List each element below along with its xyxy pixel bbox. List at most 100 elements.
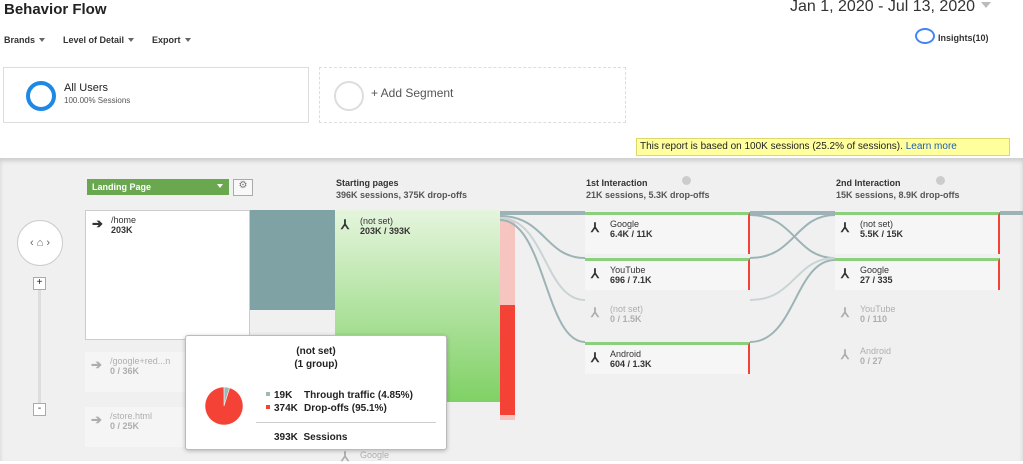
pie [204, 386, 244, 426]
menu[interactable]: Export [152, 35, 191, 45]
tooltip-title: (not set) [296, 346, 336, 357]
column-summary: 15K sessions, 8.9K drop-offs [836, 190, 960, 200]
row-label: Through traffic (4.85%) [304, 390, 413, 401]
row-amount: 19K [274, 390, 293, 401]
notice-text: This report is based on 100K sessions (2… [640, 141, 903, 152]
legend-swatch [266, 405, 270, 409]
zoom-out[interactable]: - [33, 403, 46, 416]
column-title: 1st Interaction [586, 178, 648, 188]
flow-node[interactable]: ⅄ Google [335, 446, 500, 464]
remove-step[interactable] [682, 176, 691, 185]
node-label: (not set) [360, 216, 394, 226]
node-label: Android [610, 349, 642, 359]
node-icon: ➔ [92, 216, 103, 231]
node-value: 5.5K / 15K [860, 229, 904, 239]
node-icon: ⅄ [341, 217, 349, 232]
node-value: 27 / 335 [860, 275, 893, 285]
column-title: Starting pages [336, 178, 399, 188]
flow-node[interactable]: ⅄ YouTube 696 / 7.1K [585, 258, 750, 290]
node-icon: ⅄ [841, 347, 849, 362]
node-value: 0 / 1.5K [610, 314, 642, 324]
tooltip-subtitle: (1 group) [294, 359, 338, 370]
node-value: 0 / 25K [110, 421, 140, 431]
remove-step[interactable] [936, 176, 945, 185]
node-value: 203K / 393K [360, 226, 411, 236]
total-amount: 393K [274, 432, 298, 443]
dropoff [500, 305, 515, 415]
tooltip: (not set) (1 group) 19K Through traffic (… [185, 335, 447, 450]
node-label: Android [860, 346, 892, 356]
tooltip-row: 374K Drop-offs (95.1%) [266, 403, 387, 414]
zoom-track [38, 290, 41, 403]
node-icon: ⅄ [841, 266, 849, 281]
node-value: 0 / 36K [110, 366, 140, 376]
node-value: 203K [111, 225, 133, 235]
tooltip-total: 393K Sessions [274, 432, 347, 443]
sampling-notice: This report is based on 100K sessions (2… [636, 138, 1010, 156]
node-label: Google [360, 450, 390, 460]
date-range[interactable]: Jan 1, 2020 - Jul 13, 2020 [790, 0, 992, 16]
pan-control[interactable]: ‹ ⌂ › [17, 220, 63, 266]
flow-node[interactable]: ⅄ (not set) 0 / 1.5K [585, 300, 750, 332]
node-label: /google+red...n [110, 356, 171, 366]
flow-node[interactable]: ⅄ Google 27 / 335 [835, 258, 1000, 290]
dimension-select[interactable]: Landing Page [87, 179, 229, 195]
total-label: Sessions [303, 432, 348, 443]
date-text: Jan 1, 2020 - Jul 13, 2020 [790, 0, 976, 15]
column-summary: 21K sessions, 5.3K drop-offs [586, 190, 710, 200]
node-icon: ⅄ [591, 220, 599, 235]
divider [256, 422, 436, 423]
landing-node[interactable]: ➔ /home 203K [85, 210, 250, 340]
links [499, 211, 1023, 343]
node-label: (not set) [860, 219, 894, 229]
node-icon: ⅄ [591, 305, 599, 320]
node-label: Google [610, 219, 640, 229]
flow-node[interactable]: ⅄ Android 0 / 27 [835, 342, 1000, 374]
flow-node[interactable]: ⅄ Google 6.4K / 11K [585, 212, 750, 254]
node-icon: ➔ [91, 412, 102, 427]
settings-button[interactable]: ⚙ [233, 179, 253, 196]
row-amount: 374K [274, 403, 298, 414]
pie-slice [204, 386, 244, 426]
column-header: 1st Interaction 21K sessions, 5.3K drop-o… [586, 177, 710, 201]
column-header: Starting pages 396K sessions, 375K drop-o… [336, 177, 467, 201]
flow-node[interactable]: ⅄ YouTube 0 / 110 [835, 300, 1000, 332]
add-segment[interactable]: + Add Segment [319, 67, 626, 123]
menu[interactable]: Brands [4, 35, 46, 45]
node-icon: ⅄ [591, 350, 599, 365]
node-label: /home [111, 215, 137, 225]
row-label: Drop-offs (95.1%) [304, 403, 387, 414]
flow-node[interactable]: ⅄ (not set) 203K / 393K [335, 212, 500, 242]
node-value: 696 / 7.1K [610, 275, 652, 285]
menu-label: Export [152, 35, 181, 45]
node-value: 0 / 110 [860, 314, 888, 324]
learn-more-link[interactable]: Learn more [905, 141, 957, 152]
segment-name: All Users [64, 82, 109, 94]
node-label: YouTube [610, 265, 646, 275]
flow-node[interactable]: ⅄ Android 604 / 1.3K [585, 342, 750, 374]
node-icon: ⅄ [841, 220, 849, 235]
segment-detail: 100.00% Sessions [64, 96, 131, 105]
insights-button[interactable]: Insights(10) [938, 33, 989, 43]
insights-icon [915, 28, 935, 44]
node-label: (not set) [610, 304, 644, 314]
node-value: 0 / 27 [860, 356, 883, 366]
column-header: 2nd Interaction 15K sessions, 8.9K drop-o… [836, 177, 960, 201]
page-title: Behavior Flow [4, 1, 107, 18]
menu-label: Brands [4, 35, 36, 45]
segment-ring [334, 81, 364, 111]
node-value: 604 / 1.3K [610, 359, 652, 369]
segment-card[interactable]: All Users 100.00% Sessions [3, 67, 309, 123]
segment-ring [26, 81, 56, 111]
menu[interactable]: Level of Detail [63, 35, 135, 45]
legend-swatch [266, 392, 270, 396]
zoom-in[interactable]: + [33, 277, 46, 290]
node-icon: ⅄ [591, 266, 599, 281]
dimension-label: Landing Page [92, 182, 152, 192]
node-label: /store.html [110, 411, 153, 421]
column-summary: 396K sessions, 375K drop-offs [336, 190, 468, 200]
node-icon: ⅄ [341, 449, 349, 464]
link [250, 210, 335, 310]
flow-node[interactable]: ⅄ (not set) 5.5K / 15K [835, 212, 1000, 254]
